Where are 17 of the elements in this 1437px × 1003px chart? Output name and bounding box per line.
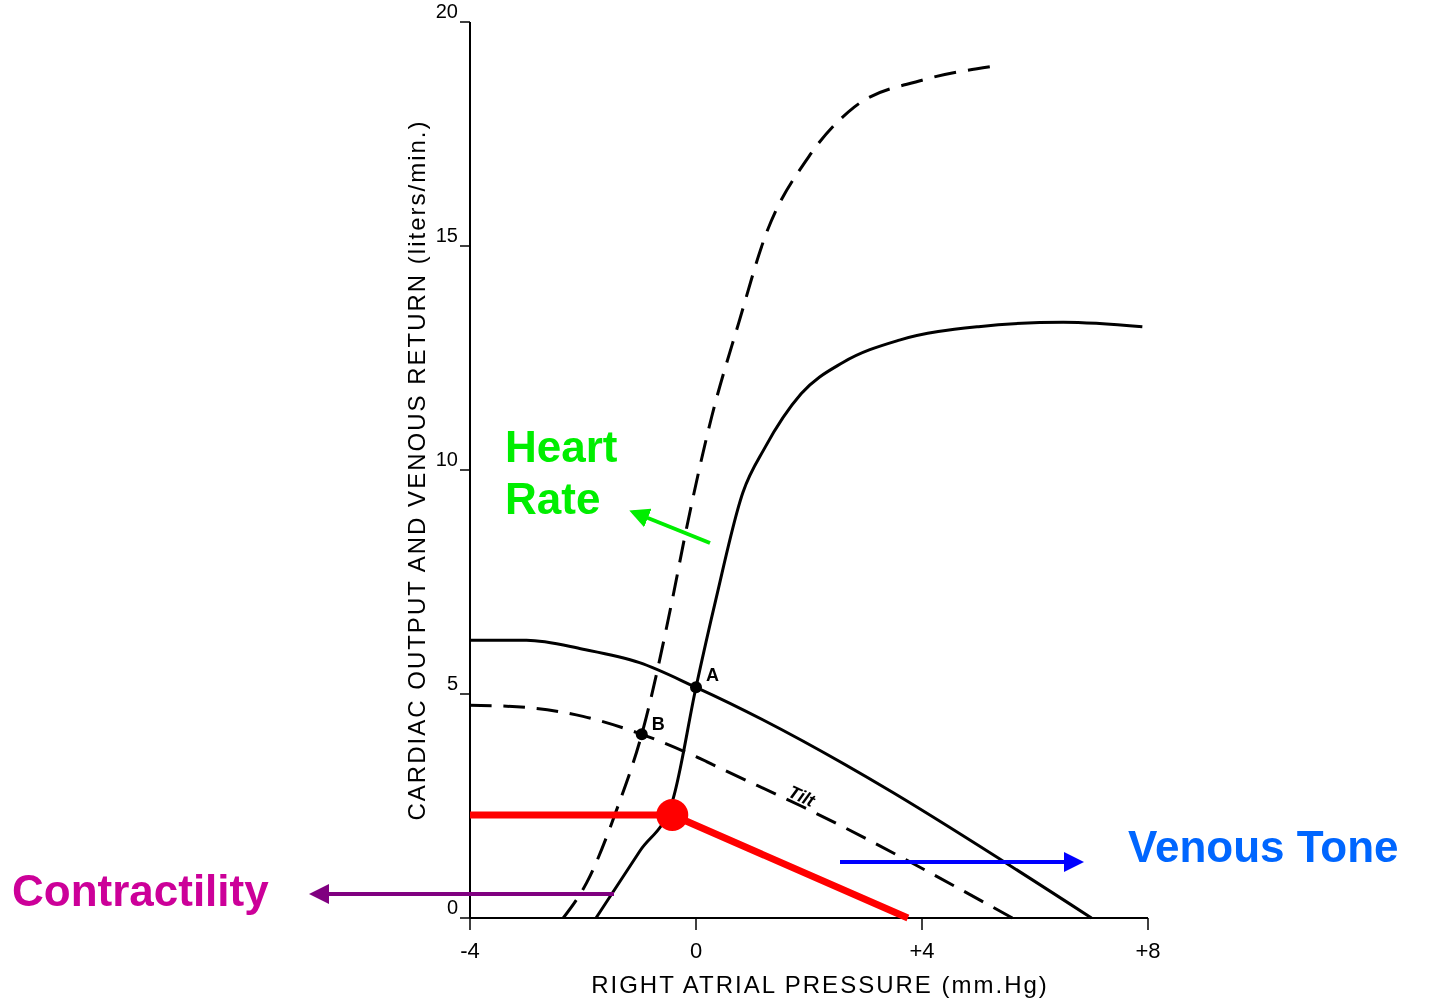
y-tick-label: 10 (435, 448, 458, 470)
annotation: Heart Rate (505, 422, 618, 523)
x-tick-label: +4 (909, 938, 935, 963)
x-tick-label: -4 (460, 938, 480, 963)
y-tick-label: 0 (446, 896, 458, 918)
y-axis-title: CARDIAC OUTPUT AND VENOUS RETURN (liters/min.) (403, 119, 430, 821)
y-tick-label: 5 (446, 672, 458, 694)
annotation: B (651, 714, 665, 735)
y-tick-label: 20 (435, 0, 458, 22)
annotation: A (706, 665, 719, 686)
x-tick-label: 0 (689, 938, 703, 963)
annotation: Tilt (785, 781, 819, 812)
annotation: Venous Tone (1128, 822, 1399, 871)
y-tick-label: 15 (435, 224, 458, 246)
text: Contractility (12, 866, 270, 915)
x-axis-title: RIGHT ATRIAL PRESSURE (mm.Hg) (591, 971, 1049, 998)
x-tick-label: +8 (1135, 938, 1161, 963)
